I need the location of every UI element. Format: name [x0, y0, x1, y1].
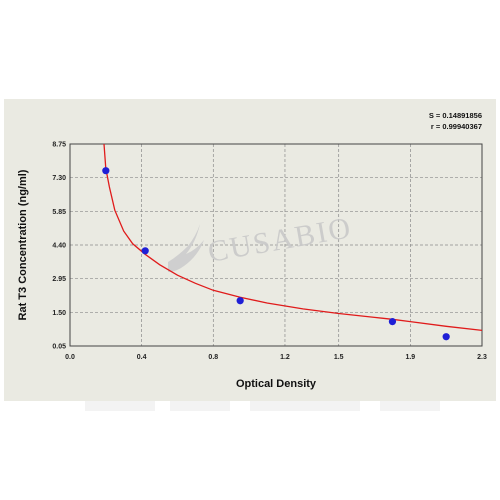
data-point — [236, 297, 244, 305]
chart-panel — [4, 99, 496, 401]
x-tick-label: 0.8 — [208, 354, 218, 361]
x-tick-label: 1.5 — [334, 354, 344, 361]
reflection — [380, 401, 440, 411]
y-tick-label: 4.40 — [52, 243, 66, 250]
watermark-logo-icon — [168, 224, 204, 272]
data-point — [388, 318, 397, 326]
x-axis: 0.0 0.4 0.8 1.2 1.5 1.9 2.3 — [65, 354, 487, 361]
y-axis: 0.05 1.50 2.95 4.40 5.85 7.30 8.75 — [52, 142, 66, 351]
x-axis-title: Optical Density — [236, 378, 317, 390]
y-tick-label: 2.95 — [52, 276, 66, 283]
stat-s: S = 0.14891856 — [429, 111, 482, 120]
y-tick-label: 7.30 — [52, 175, 66, 182]
plot-frame — [69, 143, 483, 347]
y-axis-title: Rat T3 Concentration (ng/ml) — [17, 169, 29, 320]
y-tick-label: 1.50 — [52, 310, 66, 317]
cusabio-watermark: CUSABIO — [168, 211, 355, 272]
x-tick-label: 0.0 — [65, 354, 75, 361]
data-point — [102, 167, 110, 175]
data-points — [102, 167, 450, 341]
x-tick-label: 1.2 — [280, 354, 290, 361]
x-tick-label: 1.9 — [405, 354, 415, 361]
data-point — [442, 333, 450, 341]
reflection — [85, 401, 155, 411]
reflection — [250, 401, 360, 411]
y-tick-label: 8.75 — [52, 142, 66, 149]
reflection — [170, 401, 230, 411]
stat-r: r = 0.99940367 — [431, 122, 482, 131]
fit-curve — [103, 143, 483, 332]
data-point — [141, 247, 149, 255]
watermark-text: CUSABIO — [205, 211, 354, 269]
x-tick-label: 2.3 — [477, 354, 487, 361]
y-tick-label: 5.85 — [52, 209, 66, 216]
y-tick-label: 0.05 — [52, 344, 66, 351]
x-tick-label: 0.4 — [137, 354, 147, 361]
